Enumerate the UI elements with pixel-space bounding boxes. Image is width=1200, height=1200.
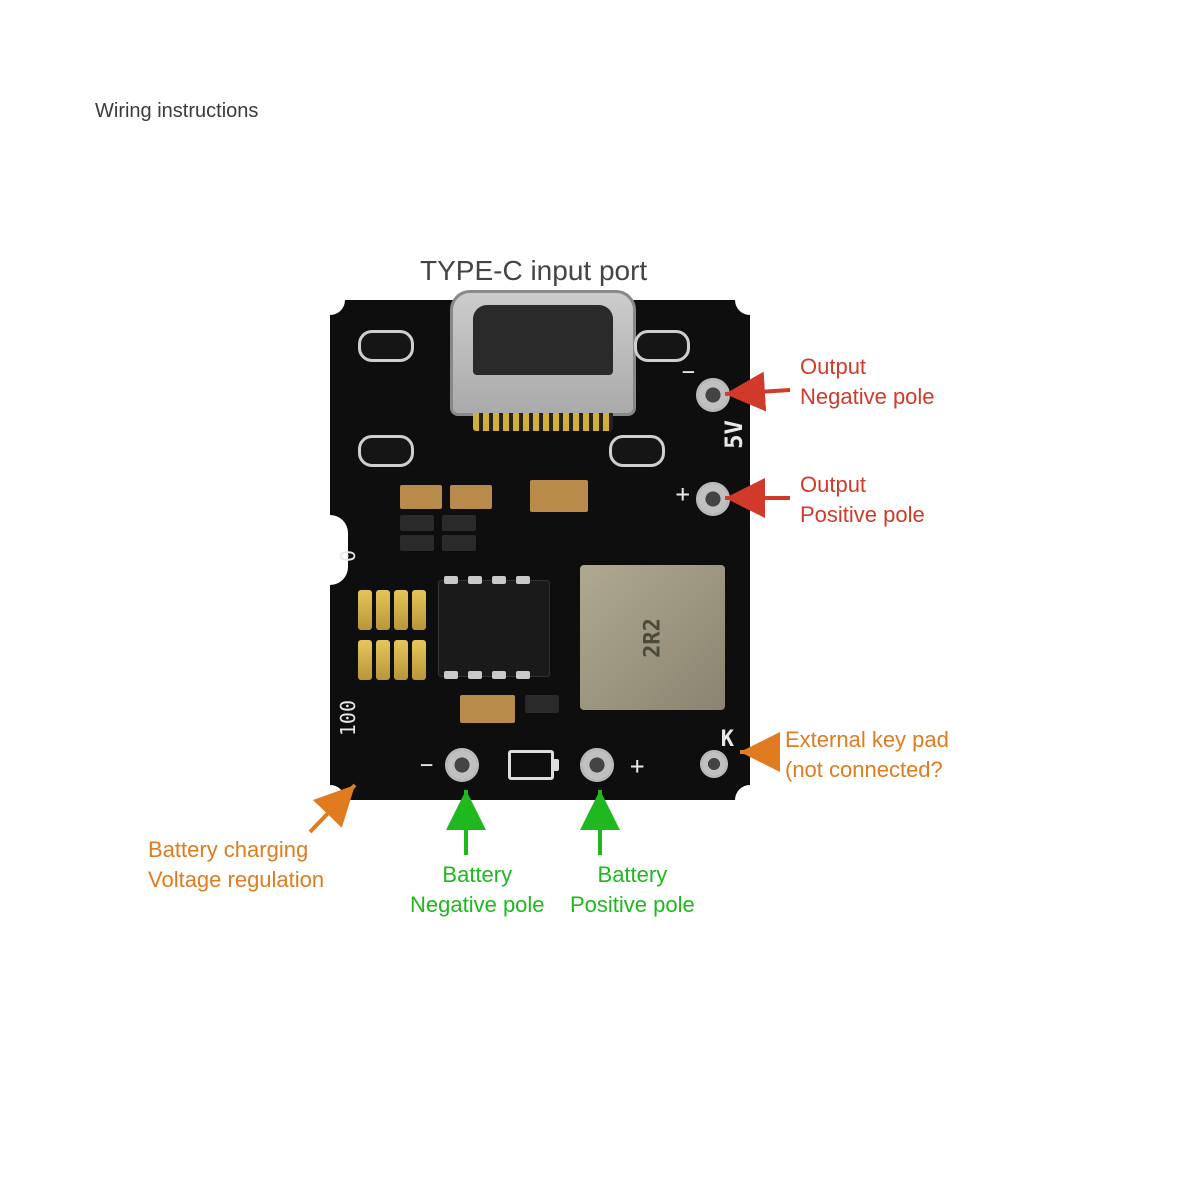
corner-notch <box>735 785 765 815</box>
top-label-typec: TYPE-C input port <box>420 255 647 287</box>
capacitor <box>460 695 515 723</box>
label-text: Battery charging <box>148 837 308 862</box>
corner-notch <box>735 285 765 315</box>
ic-pin <box>444 576 458 584</box>
resistor <box>442 515 476 531</box>
ic-pin <box>492 671 506 679</box>
label-text: Battery <box>442 862 512 887</box>
pcb-board: − 5V + 0 100 − + K <box>330 300 750 800</box>
label-output-pos: Output Positive pole <box>800 470 925 529</box>
label-text: Negative pole <box>800 382 935 412</box>
label-ext-key: External key pad (not connected? <box>785 725 949 784</box>
label-battery-charging: Battery charging Voltage regulation <box>148 835 324 894</box>
ic-chip <box>438 580 550 677</box>
capacitor-large <box>530 480 588 512</box>
silk-zero: 0 <box>336 550 360 562</box>
label-text: Positive pole <box>800 500 925 530</box>
resistor <box>525 695 559 713</box>
resistor <box>400 515 434 531</box>
ic-pin <box>468 671 482 679</box>
battery-icon <box>508 750 554 780</box>
label-text: Negative pole <box>410 890 545 920</box>
gold-pad <box>412 640 426 680</box>
label-text: Positive pole <box>570 890 695 920</box>
label-text: Output <box>800 472 866 497</box>
gold-pad <box>412 590 426 630</box>
corner-notch <box>315 785 345 815</box>
gold-pad <box>394 590 408 630</box>
label-battery-pos: Battery Positive pole <box>570 860 695 919</box>
silk-plus-b: + <box>630 752 644 780</box>
output-neg-pad <box>696 378 730 412</box>
label-text: Voltage regulation <box>148 865 324 895</box>
battery-neg-pad <box>445 748 479 782</box>
ic-pin <box>444 671 458 679</box>
mounting-slot <box>609 435 665 467</box>
silk-plus: + <box>676 480 690 508</box>
silk-minus: − <box>682 360 695 385</box>
silk-minus-b: − <box>420 753 433 778</box>
mounting-slot <box>634 330 690 362</box>
label-output-neg: Output Negative pole <box>800 352 935 411</box>
silk-5v: 5V <box>720 420 748 449</box>
silk-100: 100 <box>336 700 360 736</box>
battery-pos-pad <box>580 748 614 782</box>
label-battery-neg: Battery Negative pole <box>410 860 545 919</box>
gold-pad <box>358 590 372 630</box>
label-text: External key pad <box>785 727 949 752</box>
label-text: Output <box>800 354 866 379</box>
mounting-slot <box>358 435 414 467</box>
ic-pin <box>516 671 530 679</box>
resistor <box>442 535 476 551</box>
ic-pin <box>492 576 506 584</box>
resistor <box>400 535 434 551</box>
gold-pad <box>358 640 372 680</box>
ic-pin <box>468 576 482 584</box>
label-text: (not connected? <box>785 755 949 785</box>
usb-c-connector <box>450 290 636 416</box>
gold-pad <box>394 640 408 680</box>
page-title: Wiring instructions <box>95 100 258 123</box>
capacitor <box>400 485 442 509</box>
silk-k: K <box>721 727 734 752</box>
gold-pad <box>376 640 390 680</box>
corner-notch <box>315 285 345 315</box>
inductor <box>580 565 725 710</box>
key-pad <box>700 750 728 778</box>
gold-pad <box>376 590 390 630</box>
label-text: Battery <box>598 862 668 887</box>
mounting-slot <box>358 330 414 362</box>
capacitor <box>450 485 492 509</box>
ic-pin <box>516 576 530 584</box>
output-pos-pad <box>696 482 730 516</box>
